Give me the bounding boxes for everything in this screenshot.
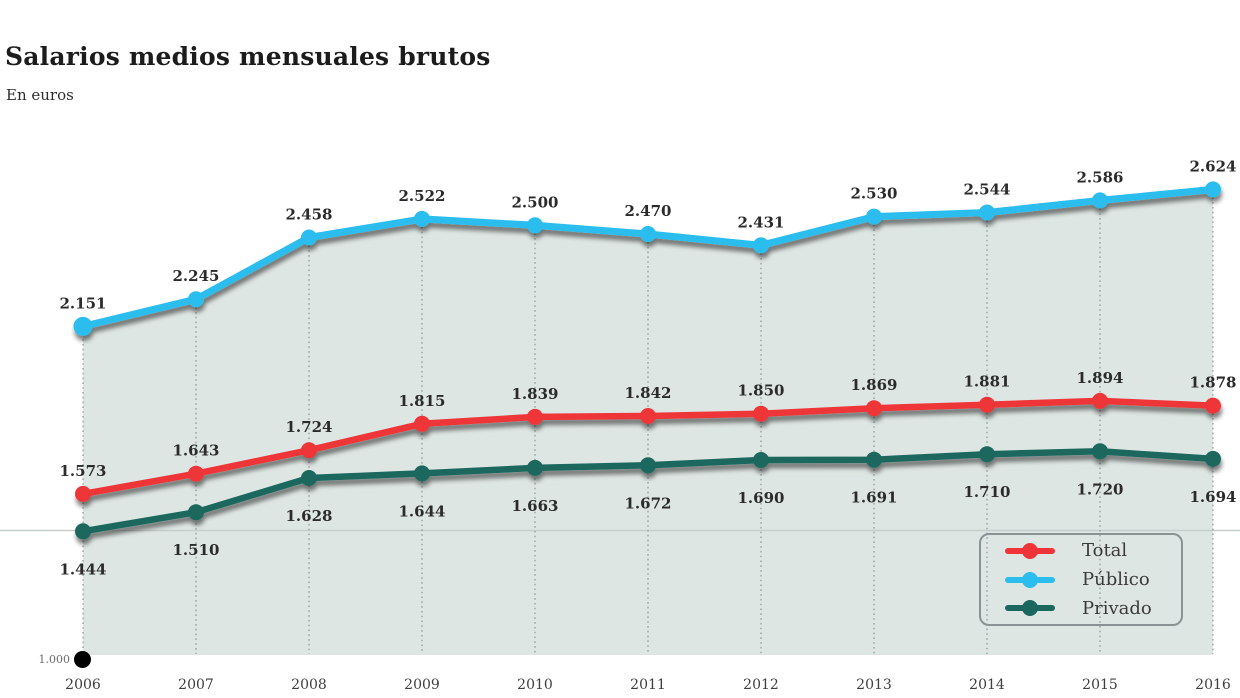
value-label: 1.691	[851, 489, 898, 507]
x-axis-label: 2009	[404, 677, 440, 693]
value-label: 2.458	[286, 206, 333, 224]
data-point	[866, 400, 882, 417]
data-point	[1205, 397, 1221, 414]
value-label: 1.690	[738, 489, 785, 507]
value-label: 1.644	[399, 502, 446, 520]
x-axis-label: 2007	[178, 677, 214, 693]
value-label: 2.544	[964, 181, 1011, 199]
x-axis-label: 2010	[517, 677, 553, 693]
x-axis-label: 2008	[291, 677, 327, 693]
data-point	[1205, 450, 1221, 467]
value-label: 1.643	[173, 442, 220, 460]
data-point	[527, 217, 543, 234]
legend-item-total: Total	[1005, 538, 1181, 564]
legend-item-publico: Público	[1005, 567, 1181, 593]
data-point	[73, 316, 93, 336]
value-label: 1.672	[625, 494, 672, 512]
chart-subtitle: En euros	[6, 86, 74, 104]
data-point	[1092, 192, 1108, 209]
series-line-privado	[75, 443, 1221, 540]
total-line-swatch-icon	[1005, 542, 1055, 559]
data-point	[1205, 181, 1221, 198]
chart-title: Salarios medios mensuales brutos	[5, 42, 491, 71]
value-label: 1.878	[1190, 374, 1237, 392]
value-label: 2.586	[1077, 168, 1124, 186]
x-axis-label: 2016	[1195, 677, 1231, 693]
value-label: 1.444	[60, 560, 107, 578]
data-point	[640, 408, 656, 424]
value-label: 2.530	[851, 185, 898, 203]
privado-line-swatch-icon	[1005, 600, 1055, 617]
data-point	[188, 465, 204, 482]
x-axis-label: 2015	[1082, 677, 1118, 693]
baseline-dot	[74, 651, 91, 668]
data-point	[753, 452, 769, 468]
value-label: 2.500	[512, 193, 559, 211]
data-point	[414, 465, 430, 482]
value-label: 1.573	[60, 462, 107, 480]
data-point	[979, 396, 995, 413]
x-axis-label: 2012	[743, 677, 779, 693]
value-label: 1.720	[1077, 480, 1124, 498]
data-point	[640, 457, 656, 474]
legend-label-privado: Privado	[1082, 597, 1152, 619]
value-label: 1.815	[399, 392, 446, 410]
x-axis-label: 2006	[65, 677, 101, 693]
series-line-publico	[73, 181, 1221, 336]
x-axis-label: 2013	[856, 677, 892, 693]
data-point	[75, 485, 91, 502]
data-point	[1092, 443, 1108, 460]
value-label: 1.881	[964, 373, 1011, 391]
x-axis-label: 2014	[969, 677, 1005, 693]
legend-item-privado: Privado	[1005, 595, 1181, 621]
data-point	[188, 504, 204, 521]
data-point	[640, 226, 656, 242]
value-label: 2.431	[738, 213, 785, 231]
value-label: 1.628	[286, 507, 333, 525]
data-point	[75, 523, 91, 540]
data-point	[866, 208, 882, 225]
value-label: 1.842	[625, 384, 672, 402]
data-point	[301, 229, 317, 246]
value-label: 1.839	[512, 385, 559, 403]
value-label: 2.522	[399, 187, 446, 205]
value-label: 1.694	[1190, 488, 1237, 506]
value-label: 1.850	[738, 382, 785, 400]
data-point	[414, 415, 430, 432]
data-point	[188, 291, 204, 308]
value-label: 1.869	[851, 376, 898, 394]
x-axis-label: 2011	[630, 677, 666, 693]
data-point	[301, 442, 317, 459]
value-label: 2.245	[173, 267, 220, 285]
publico-line-swatch-icon	[1005, 571, 1055, 588]
legend-label-publico: Público	[1082, 569, 1150, 590]
value-label: 1.710	[964, 483, 1011, 501]
value-label: 1.510	[173, 541, 220, 559]
value-label: 2.470	[625, 202, 672, 220]
data-point	[527, 459, 543, 476]
value-label: 1.894	[1077, 369, 1124, 387]
data-point	[414, 210, 430, 227]
value-label: 1.663	[512, 497, 559, 515]
data-point	[753, 237, 769, 254]
data-point	[753, 405, 769, 422]
value-label: 2.151	[60, 294, 107, 312]
value-label: 2.624	[1190, 157, 1237, 175]
value-label: 1.724	[286, 418, 333, 436]
data-point	[979, 446, 995, 463]
data-point	[866, 451, 882, 468]
data-point	[527, 408, 543, 425]
baseline-label: 1.000	[39, 653, 71, 666]
data-point	[979, 204, 995, 221]
data-point	[1092, 392, 1108, 409]
legend: Total Público Privado	[979, 533, 1183, 626]
data-point	[301, 470, 317, 486]
series-line-total	[75, 392, 1221, 502]
legend-label-total: Total	[1082, 540, 1128, 562]
